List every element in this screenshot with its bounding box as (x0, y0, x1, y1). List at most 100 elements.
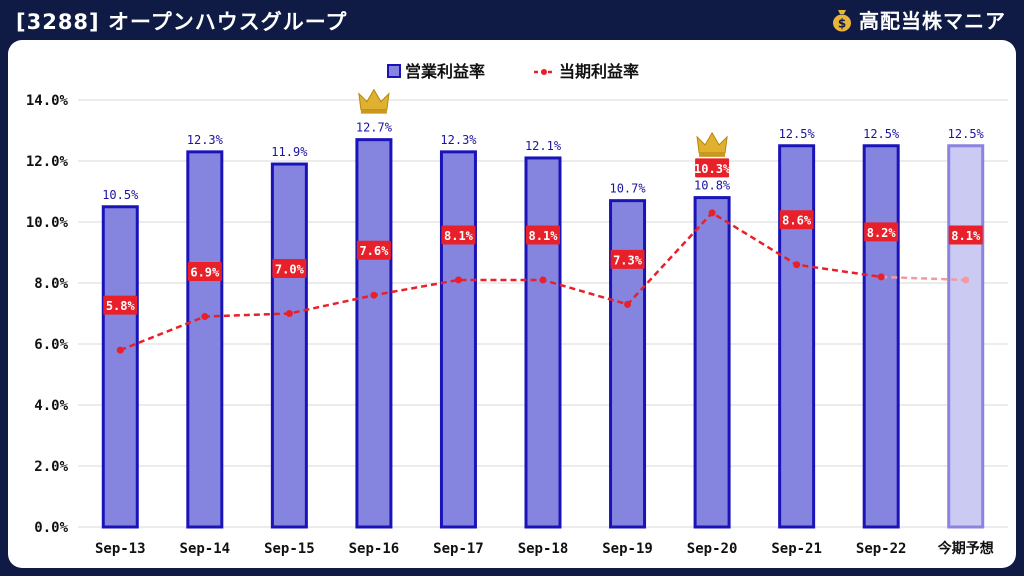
y-tick-label: 14.0% (26, 93, 69, 109)
bar (101, 205, 139, 529)
bar-value-label: 12.5% (948, 127, 985, 141)
bar (862, 144, 900, 529)
chart-panel: 0.0% 2.0% 4.0% 6.0% 8.0% 10.0% 12.0% 14.0% Sep-… (8, 40, 1016, 568)
y-tick-label: 4.0% (34, 398, 68, 414)
header-bar: [3288] オープンハウスグループ $ 高配当株マニア (0, 0, 1024, 40)
line-label-box (103, 295, 138, 315)
crown-shape (358, 88, 390, 111)
y-tick-label: 6.0% (34, 337, 68, 353)
line-value-label: 7.0% (275, 263, 305, 277)
line-data-labels: 5.8% 6.9% 7.0% 7.6% 8.1% 8.1% 7.3% 10.3% 8.6% 8.2… (103, 158, 983, 315)
line-point (962, 276, 970, 284)
legend-line-marker (541, 69, 547, 75)
y-tick-label: 0.0% (34, 520, 68, 536)
bar-data-labels: 10.5% 12.3% 11.9% 12.7% 12.3% 12.1% 10.7% 10.8%… (102, 121, 984, 202)
bar-value-label: 10.8% (694, 179, 731, 193)
svg-text:$: $ (838, 16, 846, 30)
line-label-box (441, 225, 476, 245)
combo-chart: 0.0% 2.0% 4.0% 6.0% 8.0% 10.0% 12.0% 14.0% Sep-… (26, 62, 1008, 557)
x-tick-label: Sep-16 (349, 541, 400, 557)
x-tick-label: Sep-13 (95, 541, 146, 557)
line-value-label: 7.6% (359, 244, 389, 258)
page-title: [3288] オープンハウスグループ (16, 10, 348, 34)
line-value-label: 8.2% (867, 226, 897, 240)
legend-bar-swatch (387, 64, 401, 78)
bar (355, 138, 393, 529)
line-label-box (526, 225, 560, 245)
x-tick-label: Sep-18 (518, 541, 569, 557)
bar-value-label: 12.7% (356, 121, 393, 135)
line-point (539, 276, 547, 284)
crown-shape (696, 131, 728, 154)
line-point (624, 300, 632, 308)
x-tick-label: Sep-21 (771, 541, 822, 557)
legend-line-label: 当期利益率 (559, 62, 639, 81)
line-value-label: 8.6% (782, 214, 812, 228)
bar (947, 144, 985, 529)
line-value-label: 7.3% (613, 253, 643, 267)
bar-value-label: 10.5% (102, 188, 139, 202)
bar-value-label: 10.7% (609, 182, 646, 196)
bar (524, 156, 562, 529)
line-path (119, 211, 882, 352)
line-value-label: 5.8% (106, 299, 136, 313)
line-label-box (187, 262, 222, 282)
crown-base (360, 109, 387, 114)
line-point (877, 273, 885, 281)
line-series (116, 209, 970, 354)
y-tick-label: 2.0% (34, 459, 68, 475)
line-point (201, 313, 209, 321)
line-point (793, 261, 801, 269)
brand-name: 高配当株マニア (859, 9, 1006, 33)
bar-series (101, 138, 985, 529)
bar-value-label: 12.5% (779, 127, 816, 141)
line-value-label: 8.1% (951, 229, 981, 243)
crown-markers (358, 88, 728, 157)
x-tick-label: 今期予想 (937, 540, 994, 557)
crown-icon (358, 88, 390, 114)
line-value-label: 8.1% (529, 229, 559, 243)
bar-value-label: 12.5% (863, 127, 900, 141)
legend-bar-label: 営業利益率 (405, 62, 485, 81)
line-label-box (779, 210, 814, 230)
line-value-label: 10.3% (694, 162, 731, 176)
line-label-box (695, 158, 730, 178)
x-tick-label: Sep-14 (180, 541, 231, 557)
bar (439, 150, 477, 529)
line-path-forecast (881, 275, 966, 282)
bar-value-label: 11.9% (271, 145, 308, 159)
x-tick-label: Sep-15 (264, 541, 315, 557)
bar-value-label: 12.3% (440, 133, 477, 147)
money-bag-icon: $ (833, 9, 851, 31)
x-axis-ticks: Sep-13 Sep-14 Sep-15 Sep-16 Sep-17 Sep-18 Sep-… (95, 540, 994, 557)
line-label-box (864, 222, 899, 242)
line-label-box (272, 259, 307, 278)
brand-logo: $ 高配当株マニア (831, 5, 1006, 34)
bar (693, 196, 731, 529)
bar-value-label: 12.1% (525, 139, 562, 153)
bar (778, 144, 816, 529)
line-point (708, 209, 716, 217)
line-value-label: 6.9% (190, 266, 220, 280)
y-tick-label: 8.0% (34, 276, 68, 292)
line-label-box (610, 249, 645, 269)
x-tick-label: Sep-22 (856, 541, 907, 557)
y-tick-label: 12.0% (26, 154, 69, 170)
line-label-box (948, 225, 983, 245)
line-point (370, 291, 378, 299)
line-point (454, 276, 462, 284)
line-label-box (356, 240, 391, 260)
bar (609, 199, 647, 529)
line-point (285, 310, 293, 317)
bar-value-label: 12.3% (187, 133, 224, 147)
bar (186, 150, 224, 529)
x-tick-label: Sep-19 (602, 541, 653, 557)
line-point (116, 346, 124, 354)
line-value-label: 8.1% (444, 229, 474, 243)
chart-legend: 営業利益率 当期利益率 (387, 62, 639, 81)
x-tick-label: Sep-20 (687, 541, 738, 557)
y-axis-ticks: 0.0% 2.0% 4.0% 6.0% 8.0% 10.0% 12.0% 14.0% (26, 93, 69, 536)
y-tick-label: 10.0% (26, 215, 69, 231)
crown-icon (696, 131, 728, 157)
